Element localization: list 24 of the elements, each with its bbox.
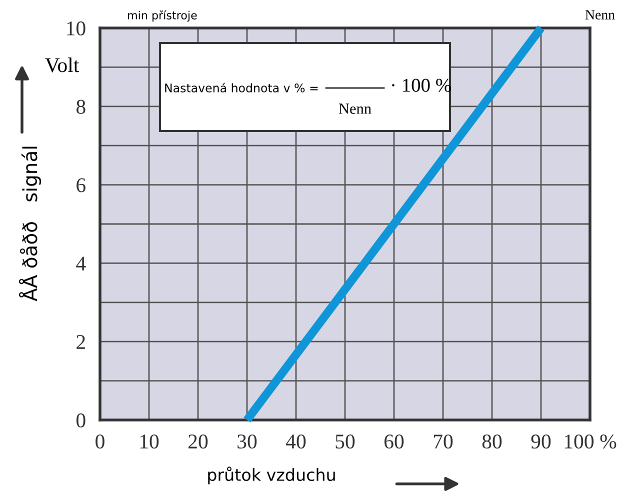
annotation: Nastavená hodnota v % = [165,82,318,92]
x-tick-label: 90 [531,434,551,449]
text: min přístroje [128,10,197,22]
text: Volt [45,58,80,72]
x-tick-label: 60 [384,434,404,449]
x-tick-label: 20 [188,434,208,449]
x-tick-label: 0 [96,434,104,449]
x-tick-label: 40 [286,434,306,449]
x-tick-label: 70 [434,434,453,449]
x-tick-label: 30 [238,434,257,449]
text: Nenn [585,10,615,20]
y-tick-label: 0 [76,413,86,428]
y-tick-label: 10 [67,21,86,36]
x-tick-label: 50 [336,434,355,449]
y-tick-label: 6 [76,178,86,192]
x-tick-label: 80 [482,434,502,449]
x-axis-title: průtok vzduchu [208,466,335,484]
x-tick-label: 100 % [564,434,616,449]
annotation: Nenn [338,104,372,114]
x-tick-label: 10 [140,434,159,449]
y-tick-label: 4 [76,256,86,270]
y-tick-label: 2 [76,335,85,349]
y-axis-title: ÅÅ ðåðð signál [18,146,42,302]
y-tick-label: 8 [76,100,86,114]
